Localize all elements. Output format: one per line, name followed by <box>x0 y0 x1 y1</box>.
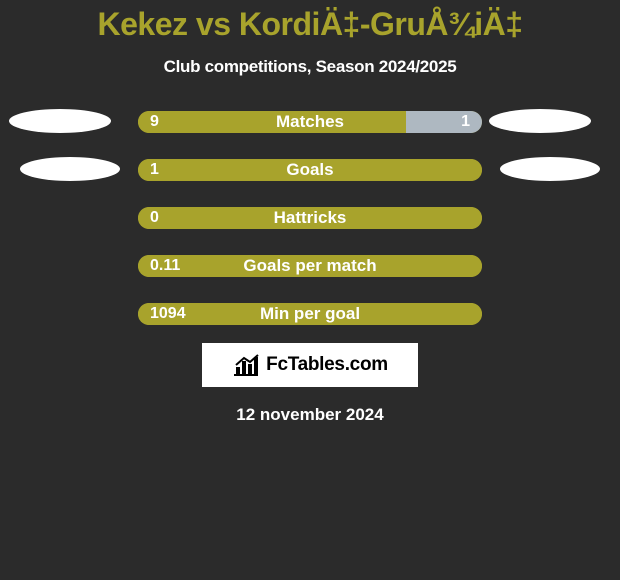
stat-row: Min per goal1094 <box>0 303 620 325</box>
page-title: Kekez vs KordiÄ‡-GruÅ¾iÄ‡ <box>0 0 620 43</box>
stat-row: Goals per match0.11 <box>0 255 620 277</box>
brand-badge: FcTables.com <box>202 343 418 387</box>
left-player-ellipse <box>9 109 111 133</box>
brand-text: FcTables.com <box>266 354 388 376</box>
stat-row: Goals1 <box>0 159 620 181</box>
stat-bar-left-fill <box>138 303 482 325</box>
stat-bar: Hattricks0 <box>138 207 482 229</box>
date-label: 12 november 2024 <box>0 405 620 425</box>
right-player-ellipse <box>500 157 600 181</box>
subtitle: Club competitions, Season 2024/2025 <box>0 57 620 77</box>
stat-bar: Goals per match0.11 <box>138 255 482 277</box>
stat-row: Matches91 <box>0 111 620 133</box>
stat-bar-left-fill <box>138 111 406 133</box>
right-player-ellipse <box>489 109 591 133</box>
stat-bar: Goals1 <box>138 159 482 181</box>
stat-bar-left-fill <box>138 255 482 277</box>
left-player-ellipse <box>20 157 120 181</box>
stat-bar-right-fill <box>406 111 482 133</box>
stat-row: Hattricks0 <box>0 207 620 229</box>
stat-bar-left-fill <box>138 159 482 181</box>
stat-bar: Min per goal1094 <box>138 303 482 325</box>
brand-chart-icon <box>232 353 260 377</box>
stat-bar: Matches91 <box>138 111 482 133</box>
stat-bar-left-fill <box>138 207 482 229</box>
stats-container: Matches91 Goals1 Hattricks0 Goals per match… <box>0 111 620 325</box>
